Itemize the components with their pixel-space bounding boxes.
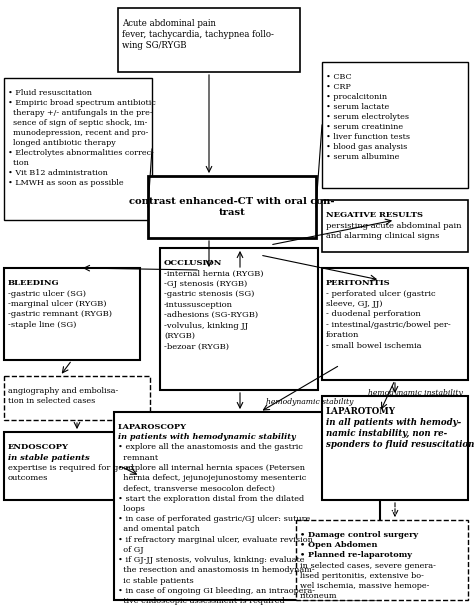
Text: (RYGB): (RYGB) bbox=[164, 332, 195, 340]
Text: wel ischemia, massive hemope-: wel ischemia, massive hemope- bbox=[300, 582, 429, 590]
Text: • if refractory marginal ulcer, evaluate revision: • if refractory marginal ulcer, evaluate… bbox=[118, 536, 313, 544]
Text: • in case of ongoing GI bleeding, an intraopera-: • in case of ongoing GI bleeding, an int… bbox=[118, 587, 315, 595]
Text: • Fluid resuscitation: • Fluid resuscitation bbox=[8, 89, 92, 97]
Text: outcomes: outcomes bbox=[8, 475, 48, 483]
Bar bbox=[322, 396, 468, 500]
Text: foration: foration bbox=[326, 331, 359, 339]
Bar bbox=[322, 200, 468, 252]
Text: and alarming clinical signs: and alarming clinical signs bbox=[326, 232, 439, 240]
Text: • blood gas analysis: • blood gas analysis bbox=[326, 143, 407, 151]
Text: - duodenal perforation: - duodenal perforation bbox=[326, 310, 421, 318]
Text: • LMWH as soon as possible: • LMWH as soon as possible bbox=[8, 179, 124, 187]
Text: LAPAROTOMY: LAPAROTOMY bbox=[326, 407, 396, 416]
Text: persisting acute abdominal pain: persisting acute abdominal pain bbox=[326, 221, 462, 229]
Text: • in case of perforated gastric/GJ ulcer: suture: • in case of perforated gastric/GJ ulcer… bbox=[118, 515, 310, 523]
Text: NEGATIVE RESULTS: NEGATIVE RESULTS bbox=[326, 211, 423, 219]
Text: -volvulus, kinking JJ: -volvulus, kinking JJ bbox=[164, 321, 248, 329]
Text: loops: loops bbox=[118, 505, 145, 513]
Text: hernia defect, jejunojejunostomy mesenteric: hernia defect, jejunojejunostomy mesente… bbox=[118, 474, 306, 482]
Text: • liver function tests: • liver function tests bbox=[326, 133, 410, 142]
Text: -bezoar (RYGB): -bezoar (RYGB) bbox=[164, 342, 229, 350]
Text: ENDOSCOPY: ENDOSCOPY bbox=[8, 443, 69, 451]
Text: -internal hernia (RYGB): -internal hernia (RYGB) bbox=[164, 270, 264, 278]
Bar bbox=[4, 78, 152, 220]
Text: • if GJ-JJ stenosis, volvulus, kinking: evaluate: • if GJ-JJ stenosis, volvulus, kinking: … bbox=[118, 556, 304, 564]
Text: expertise is required for good: expertise is required for good bbox=[8, 464, 134, 472]
Bar bbox=[322, 268, 468, 380]
Bar bbox=[114, 412, 380, 600]
Bar bbox=[4, 432, 150, 500]
Text: - perforated ulcer (gastric: - perforated ulcer (gastric bbox=[326, 290, 436, 298]
Text: hemodynamic instability: hemodynamic instability bbox=[368, 389, 462, 397]
Bar bbox=[322, 62, 468, 188]
Text: of GJ: of GJ bbox=[118, 546, 144, 554]
Text: tion in selected cases: tion in selected cases bbox=[8, 397, 95, 405]
Text: • Planned re-laparotomy: • Planned re-laparotomy bbox=[300, 551, 412, 559]
Text: contrast enhanced-CT with oral con-
trast: contrast enhanced-CT with oral con- tras… bbox=[129, 197, 335, 217]
Text: • start the exploration distal from the dilated: • start the exploration distal from the … bbox=[118, 495, 304, 503]
Text: fever, tachycardia, tachypnea follo-: fever, tachycardia, tachypnea follo- bbox=[122, 30, 274, 39]
Text: • explore all the anastomosis and the gastric: • explore all the anastomosis and the ga… bbox=[118, 443, 303, 451]
Bar bbox=[296, 520, 468, 600]
Text: • Damage control surgery: • Damage control surgery bbox=[300, 531, 418, 539]
Text: therapy +/- antifungals in the pre-: therapy +/- antifungals in the pre- bbox=[8, 109, 153, 117]
Text: • serum creatinine: • serum creatinine bbox=[326, 123, 403, 131]
Bar bbox=[148, 176, 316, 238]
Text: lised peritonitis, extensive bo-: lised peritonitis, extensive bo- bbox=[300, 572, 424, 580]
Text: • CRP: • CRP bbox=[326, 83, 351, 91]
Text: • Electrolytes abnormalities correc-: • Electrolytes abnormalities correc- bbox=[8, 149, 154, 157]
Text: - intestinal/gastric/bowel per-: - intestinal/gastric/bowel per- bbox=[326, 321, 451, 329]
Text: longed antibiotic therapy: longed antibiotic therapy bbox=[8, 139, 116, 147]
Text: -intussusception: -intussusception bbox=[164, 301, 233, 309]
Text: LAPAROSCOPY: LAPAROSCOPY bbox=[118, 423, 187, 431]
Text: angiography and embolisa-: angiography and embolisa- bbox=[8, 387, 118, 395]
Text: -gastric ulcer (SG): -gastric ulcer (SG) bbox=[8, 290, 86, 298]
Text: sence of sign of septic shock, im-: sence of sign of septic shock, im- bbox=[8, 119, 147, 127]
Text: - small bowel ischemia: - small bowel ischemia bbox=[326, 342, 421, 350]
Text: hemodynamic stability: hemodynamic stability bbox=[266, 398, 354, 406]
Text: • serum electrolytes: • serum electrolytes bbox=[326, 113, 409, 121]
Text: -GJ stenosis (RYGB): -GJ stenosis (RYGB) bbox=[164, 280, 247, 288]
Text: in all patients with hemody-: in all patients with hemody- bbox=[326, 418, 461, 427]
Text: • serum lactate: • serum lactate bbox=[326, 103, 389, 111]
Text: wing SG/RYGB: wing SG/RYGB bbox=[122, 41, 186, 50]
Text: -staple line (SG): -staple line (SG) bbox=[8, 321, 76, 329]
Text: tive endoscopic assessment is required: tive endoscopic assessment is required bbox=[118, 597, 284, 605]
Text: tion: tion bbox=[8, 159, 29, 167]
Text: • Vit B12 administration: • Vit B12 administration bbox=[8, 170, 108, 178]
Text: sponders to fluid resuscitation: sponders to fluid resuscitation bbox=[326, 440, 474, 448]
Text: the resection and anastomosis in hemodynam-: the resection and anastomosis in hemodyn… bbox=[118, 566, 315, 575]
Text: • serum albumine: • serum albumine bbox=[326, 153, 400, 162]
Text: remnant: remnant bbox=[118, 454, 158, 462]
Bar bbox=[160, 248, 318, 390]
Text: defect, transverse mesocolon defect): defect, transverse mesocolon defect) bbox=[118, 484, 275, 492]
Text: ic stable patients: ic stable patients bbox=[118, 576, 194, 584]
Text: Acute abdominal pain: Acute abdominal pain bbox=[122, 20, 216, 28]
Bar bbox=[4, 376, 150, 420]
Text: and omental patch: and omental patch bbox=[118, 525, 200, 533]
Text: namic instability, non re-: namic instability, non re- bbox=[326, 429, 447, 438]
Text: in patients with hemodynamic stability: in patients with hemodynamic stability bbox=[118, 433, 296, 441]
Text: munodepression, recent and pro-: munodepression, recent and pro- bbox=[8, 129, 148, 137]
Text: PERITONITIS: PERITONITIS bbox=[326, 279, 391, 287]
Text: in selected cases, severe genera-: in selected cases, severe genera- bbox=[300, 562, 436, 570]
Text: BLEEDING: BLEEDING bbox=[8, 279, 60, 287]
Bar bbox=[118, 8, 300, 72]
Text: ritoneum: ritoneum bbox=[300, 592, 337, 600]
Text: • Empiric broad spectrum antibiotic: • Empiric broad spectrum antibiotic bbox=[8, 99, 156, 107]
Text: -gastric stenosis (SG): -gastric stenosis (SG) bbox=[164, 290, 255, 298]
Text: • CBC: • CBC bbox=[326, 73, 352, 81]
Text: OCCLUSION: OCCLUSION bbox=[164, 259, 222, 267]
Text: sleeve, GJ, JJ): sleeve, GJ, JJ) bbox=[326, 300, 383, 308]
Text: -adhesions (SG-RYGB): -adhesions (SG-RYGB) bbox=[164, 311, 258, 319]
Text: in stable patients: in stable patients bbox=[8, 453, 90, 462]
Text: -gastric remnant (RYGB): -gastric remnant (RYGB) bbox=[8, 310, 112, 318]
Text: -marginal ulcer (RYGB): -marginal ulcer (RYGB) bbox=[8, 300, 107, 308]
Bar bbox=[4, 268, 140, 360]
Text: • Open Abdomen: • Open Abdomen bbox=[300, 541, 377, 549]
Text: • explore all internal hernia spaces (Petersen: • explore all internal hernia spaces (Pe… bbox=[118, 464, 305, 472]
Text: • procalcitonin: • procalcitonin bbox=[326, 93, 387, 101]
